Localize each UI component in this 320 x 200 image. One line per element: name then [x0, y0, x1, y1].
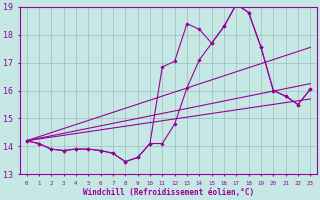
X-axis label: Windchill (Refroidissement éolien,°C): Windchill (Refroidissement éolien,°C) [83, 188, 254, 197]
